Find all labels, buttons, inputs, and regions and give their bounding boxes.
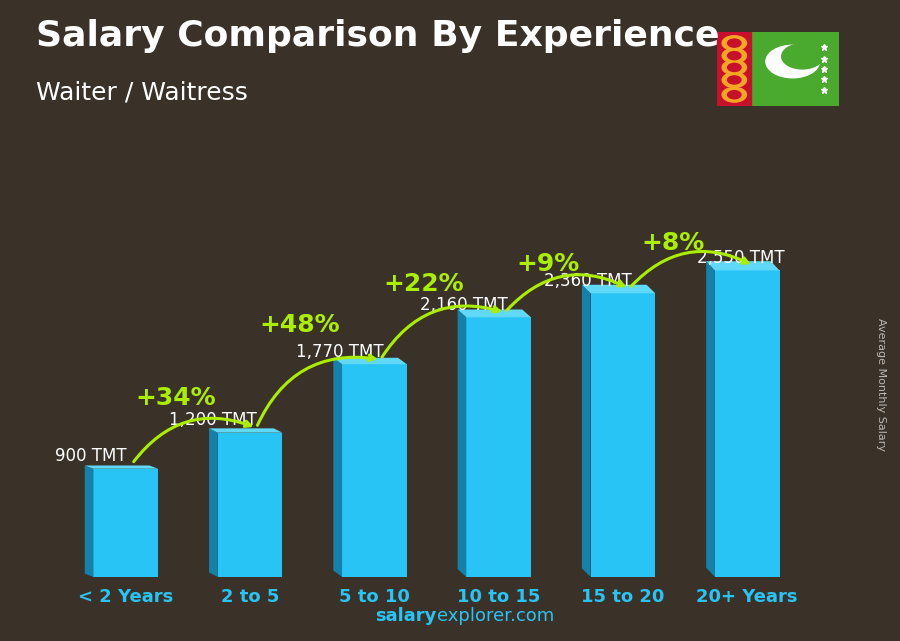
Text: explorer.com: explorer.com (436, 607, 554, 625)
Text: Salary Comparison By Experience: Salary Comparison By Experience (36, 19, 719, 53)
Bar (94, 469, 158, 577)
Circle shape (727, 39, 741, 47)
Circle shape (782, 44, 823, 69)
Bar (342, 364, 407, 577)
Text: +22%: +22% (383, 272, 464, 296)
Polygon shape (582, 285, 590, 577)
Text: 900 TMT: 900 TMT (55, 447, 127, 465)
Text: Average Monthly Salary: Average Monthly Salary (877, 318, 886, 451)
Polygon shape (85, 465, 158, 469)
Bar (590, 294, 655, 577)
Text: +9%: +9% (517, 253, 580, 276)
Polygon shape (582, 285, 655, 294)
Polygon shape (706, 262, 715, 577)
Text: 2,160 TMT: 2,160 TMT (420, 296, 508, 313)
Text: salary: salary (375, 607, 436, 625)
Polygon shape (209, 428, 218, 577)
Polygon shape (457, 310, 466, 577)
Text: +8%: +8% (641, 231, 705, 254)
Text: +34%: +34% (135, 386, 216, 410)
Circle shape (722, 48, 746, 63)
Circle shape (722, 60, 746, 75)
Text: +48%: +48% (259, 313, 340, 337)
Text: 2,360 TMT: 2,360 TMT (544, 272, 632, 290)
Bar (717, 32, 752, 106)
Circle shape (727, 51, 741, 60)
Polygon shape (706, 262, 779, 271)
Circle shape (727, 76, 741, 84)
Text: Waiter / Waitress: Waiter / Waitress (36, 80, 248, 104)
Polygon shape (457, 310, 531, 317)
Polygon shape (333, 358, 342, 577)
Bar (218, 433, 283, 577)
Polygon shape (85, 465, 94, 577)
Polygon shape (209, 428, 283, 433)
Polygon shape (333, 358, 407, 364)
Bar (466, 317, 531, 577)
Circle shape (727, 63, 741, 72)
Circle shape (722, 36, 746, 51)
Circle shape (766, 46, 819, 78)
Circle shape (722, 72, 746, 87)
Circle shape (722, 87, 746, 102)
Text: 1,770 TMT: 1,770 TMT (296, 342, 383, 360)
Circle shape (727, 90, 741, 99)
Bar (715, 271, 779, 577)
Text: 1,200 TMT: 1,200 TMT (169, 411, 256, 429)
Text: 2,550 TMT: 2,550 TMT (698, 249, 785, 267)
